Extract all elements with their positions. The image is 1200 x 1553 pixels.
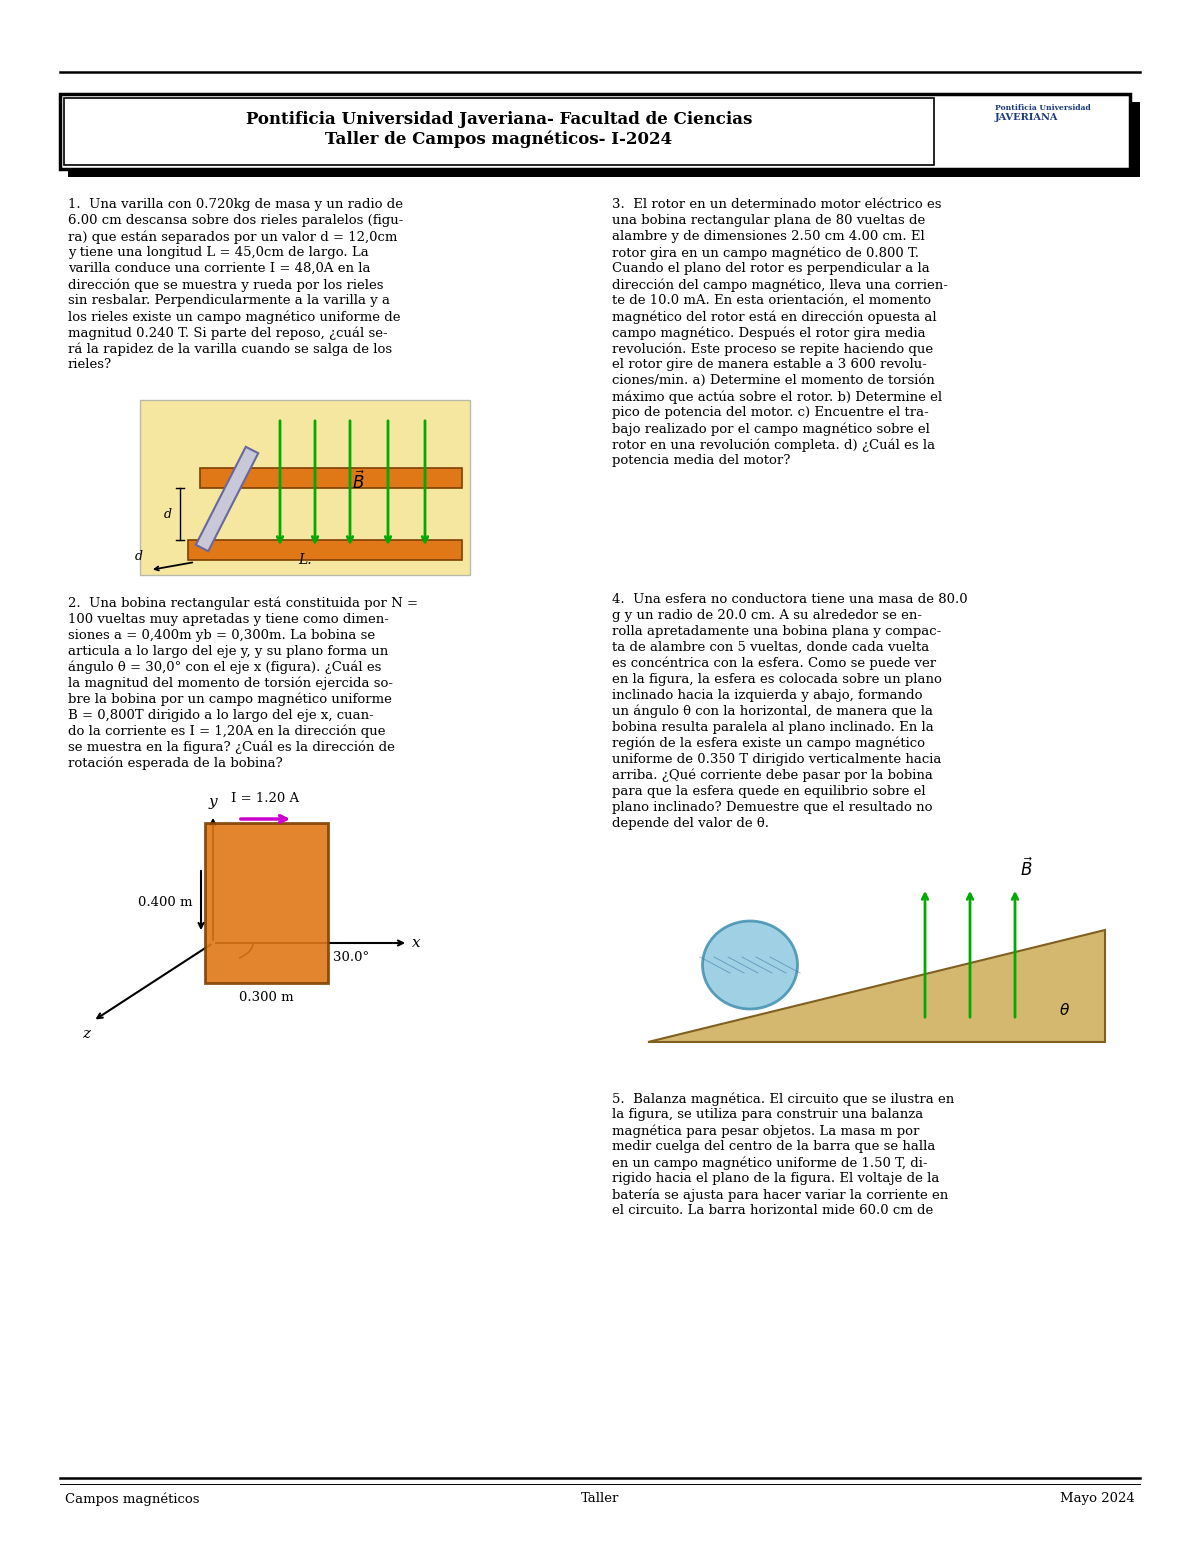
Text: Taller: Taller [581, 1492, 619, 1505]
Text: y: y [209, 795, 217, 809]
Text: para que la esfera quede en equilibrio sobre el: para que la esfera quede en equilibrio s… [612, 784, 925, 798]
Text: $\vec{B}$: $\vec{B}$ [1020, 857, 1033, 881]
Text: JAVERIANA: JAVERIANA [995, 113, 1058, 123]
Text: magnética para pesar objetos. La masa m por: magnética para pesar objetos. La masa m … [612, 1124, 919, 1137]
Polygon shape [205, 823, 328, 983]
Text: ta de alambre con 5 vueltas, donde cada vuelta: ta de alambre con 5 vueltas, donde cada … [612, 641, 929, 654]
Text: Cuando el plano del rotor es perpendicular a la: Cuando el plano del rotor es perpendicul… [612, 262, 930, 275]
Text: campo magnético. Después el rotor gira media: campo magnético. Después el rotor gira m… [612, 326, 925, 340]
Text: uniforme de 0.350 T dirigido verticalmente hacia: uniforme de 0.350 T dirigido verticalmen… [612, 753, 941, 766]
Polygon shape [648, 930, 1105, 1042]
Text: y tiene una longitud L = 45,0cm de largo. La: y tiene una longitud L = 45,0cm de largo… [68, 245, 368, 259]
Text: el rotor gire de manera estable a 3 600 revolu-: el rotor gire de manera estable a 3 600 … [612, 359, 926, 371]
Text: 6.00 cm descansa sobre dos rieles paralelos (figu-: 6.00 cm descansa sobre dos rieles parale… [68, 214, 403, 227]
Text: 0.300 m: 0.300 m [239, 991, 294, 1003]
Text: dirección que se muestra y rueda por los rieles: dirección que se muestra y rueda por los… [68, 278, 384, 292]
Text: batería se ajusta para hacer variar la corriente en: batería se ajusta para hacer variar la c… [612, 1188, 948, 1202]
Text: rotor gira en un campo magnético de 0.800 T.: rotor gira en un campo magnético de 0.80… [612, 245, 919, 259]
Text: pico de potencia del motor. c) Encuentre el tra-: pico de potencia del motor. c) Encuentre… [612, 405, 929, 419]
Text: el circuito. La barra horizontal mide 60.0 cm de: el circuito. La barra horizontal mide 60… [612, 1204, 934, 1218]
Text: x: x [412, 936, 421, 950]
Text: bajo realizado por el campo magnético sobre el: bajo realizado por el campo magnético so… [612, 422, 930, 435]
Text: 2.  Una bobina rectangular está constituida por N =: 2. Una bobina rectangular está constitui… [68, 596, 418, 610]
Bar [64, 98, 934, 165]
Text: 0.400 m: 0.400 m [138, 896, 193, 910]
Text: g y un radio de 20.0 cm. A su alrededor se en-: g y un radio de 20.0 cm. A su alrededor … [612, 609, 922, 623]
Text: Pontificia Universidad Javeriana- Facultad de Ciencias: Pontificia Universidad Javeriana- Facult… [246, 110, 752, 127]
Text: inclinado hacia la izquierda y abajo, formando: inclinado hacia la izquierda y abajo, fo… [612, 690, 923, 702]
Text: una bobina rectangular plana de 80 vueltas de: una bobina rectangular plana de 80 vuelt… [612, 214, 925, 227]
Text: rotor en una revolución completa. d) ¿Cuál es la: rotor en una revolución completa. d) ¿Cu… [612, 438, 935, 452]
Text: dirección del campo magnético, lleva una corrien-: dirección del campo magnético, lleva una… [612, 278, 948, 292]
Text: d: d [134, 550, 143, 564]
Text: varilla conduce una corriente I = 48,0A en la: varilla conduce una corriente I = 48,0A … [68, 262, 371, 275]
Text: $\vec{B}$: $\vec{B}$ [352, 471, 365, 494]
Text: Campos magnéticos: Campos magnéticos [65, 1492, 199, 1505]
Text: 1.  Una varilla con 0.720kg de masa y un radio de: 1. Una varilla con 0.720kg de masa y un … [68, 197, 403, 211]
Text: alambre y de dimensiones 2.50 cm 4.00 cm. El: alambre y de dimensiones 2.50 cm 4.00 cm… [612, 230, 925, 242]
Text: en un campo magnético uniforme de 1.50 T, di-: en un campo magnético uniforme de 1.50 T… [612, 1155, 928, 1169]
Text: 30.0°: 30.0° [334, 950, 370, 964]
Text: medir cuelga del centro de la barra que se halla: medir cuelga del centro de la barra que … [612, 1140, 935, 1152]
Text: un ángulo θ con la horizontal, de manera que la: un ángulo θ con la horizontal, de manera… [612, 705, 934, 719]
Text: máximo que actúa sobre el rotor. b) Determine el: máximo que actúa sobre el rotor. b) Dete… [612, 390, 942, 404]
Text: magnitud 0.240 T. Si parte del reposo, ¿cuál se-: magnitud 0.240 T. Si parte del reposo, ¿… [68, 326, 388, 340]
Text: B = 0,800T dirigido a lo largo del eje x, cuan-: B = 0,800T dirigido a lo largo del eje x… [68, 710, 373, 722]
Text: articula a lo largo del eje y, y su plano forma un: articula a lo largo del eje y, y su plan… [68, 644, 389, 658]
Text: 4.  Una esfera no conductora tiene una masa de 80.0: 4. Una esfera no conductora tiene una ma… [612, 593, 967, 606]
Text: 100 vueltas muy apretadas y tiene como dimen-: 100 vueltas muy apretadas y tiene como d… [68, 613, 389, 626]
Text: ángulo θ = 30,0° con el eje x (figura). ¿Cuál es: ángulo θ = 30,0° con el eje x (figura). … [68, 662, 382, 674]
Text: rolla apretadamente una bobina plana y compac-: rolla apretadamente una bobina plana y c… [612, 624, 941, 638]
Text: rotación esperada de la bobina?: rotación esperada de la bobina? [68, 756, 283, 770]
Text: Pontificia Universidad: Pontificia Universidad [995, 104, 1091, 112]
Text: bre la bobina por un campo magnético uniforme: bre la bobina por un campo magnético uni… [68, 693, 392, 707]
Text: z: z [82, 1027, 90, 1041]
Text: se muestra en la figura? ¿Cuál es la dirección de: se muestra en la figura? ¿Cuál es la dir… [68, 741, 395, 755]
Text: los rieles existe un campo magnético uniforme de: los rieles existe un campo magnético uni… [68, 311, 401, 323]
Text: ra) que están separados por un valor d = 12,0cm: ra) que están separados por un valor d =… [68, 230, 397, 244]
Text: magnético del rotor está en dirección opuesta al: magnético del rotor está en dirección op… [612, 311, 937, 323]
Text: Taller de Campos magnéticos- I-2024: Taller de Campos magnéticos- I-2024 [325, 130, 672, 148]
Text: depende del valor de θ.: depende del valor de θ. [612, 817, 769, 829]
Text: Mayo 2024: Mayo 2024 [1061, 1492, 1135, 1505]
Text: la magnitud del momento de torsión ejercida so-: la magnitud del momento de torsión ejerc… [68, 677, 394, 691]
Text: 5.  Balanza magnética. El circuito que se ilustra en: 5. Balanza magnética. El circuito que se… [612, 1092, 954, 1106]
Text: bobina resulta paralela al plano inclinado. En la: bobina resulta paralela al plano inclina… [612, 721, 934, 735]
Text: en la figura, la esfera es colocada sobre un plano: en la figura, la esfera es colocada sobr… [612, 672, 942, 686]
Text: 3.  El rotor en un determinado motor eléctrico es: 3. El rotor en un determinado motor eléc… [612, 197, 942, 211]
Text: la figura, se utiliza para construir una balanza: la figura, se utiliza para construir una… [612, 1107, 923, 1121]
Ellipse shape [702, 921, 798, 1009]
Polygon shape [196, 447, 258, 551]
Text: siones a = 0,400m yb = 0,300m. La bobina se: siones a = 0,400m yb = 0,300m. La bobina… [68, 629, 376, 641]
Text: te de 10.0 mA. En esta orientación, el momento: te de 10.0 mA. En esta orientación, el m… [612, 294, 931, 307]
Text: $\theta$: $\theta$ [1060, 1002, 1070, 1019]
Bar [60, 95, 1130, 169]
Text: rieles?: rieles? [68, 359, 112, 371]
Text: I = 1.20 A: I = 1.20 A [230, 792, 299, 804]
Bar [68, 102, 1140, 177]
Text: plano inclinado? Demuestre que el resultado no: plano inclinado? Demuestre que el result… [612, 801, 932, 814]
Text: potencia media del motor?: potencia media del motor? [612, 453, 791, 467]
Text: d: d [164, 508, 172, 520]
Text: do la corriente es I = 1,20A en la dirección que: do la corriente es I = 1,20A en la direc… [68, 725, 385, 739]
Text: es concéntrica con la esfera. Como se puede ver: es concéntrica con la esfera. Como se pu… [612, 657, 936, 671]
Text: sin resbalar. Perpendicularmente a la varilla y a: sin resbalar. Perpendicularmente a la va… [68, 294, 390, 307]
Bar [188, 540, 462, 561]
Text: L.: L. [298, 553, 312, 567]
Text: arriba. ¿Qué corriente debe pasar por la bobina: arriba. ¿Qué corriente debe pasar por la… [612, 769, 932, 783]
Text: revolución. Este proceso se repite haciendo que: revolución. Este proceso se repite hacie… [612, 342, 934, 356]
Text: rá la rapidez de la varilla cuando se salga de los: rá la rapidez de la varilla cuando se sa… [68, 342, 392, 356]
Text: rigido hacia el plano de la figura. El voltaje de la: rigido hacia el plano de la figura. El v… [612, 1173, 940, 1185]
Bar [200, 467, 462, 488]
Bar [140, 401, 470, 575]
Text: ciones/min. a) Determine el momento de torsión: ciones/min. a) Determine el momento de t… [612, 374, 935, 387]
Text: región de la esfera existe un campo magnético: región de la esfera existe un campo magn… [612, 738, 925, 750]
